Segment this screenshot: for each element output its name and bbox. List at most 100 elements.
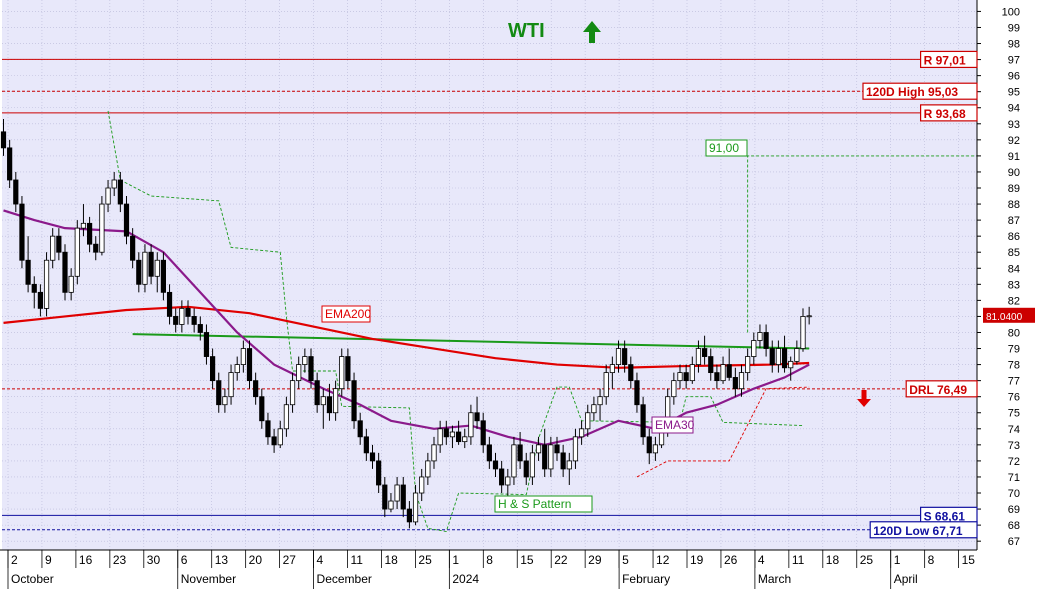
candle-body bbox=[43, 259, 50, 309]
candle-body bbox=[240, 348, 246, 365]
x-tick-label: 1 bbox=[894, 553, 901, 567]
y-tick-label: 92 bbox=[1008, 135, 1020, 147]
y-tick-label: 69 bbox=[1008, 504, 1020, 516]
candle-body bbox=[615, 348, 622, 365]
y-tick-label: 98 bbox=[1008, 39, 1020, 51]
candle-body bbox=[68, 275, 74, 293]
level-label-text: DRL 76,49 bbox=[909, 383, 967, 397]
candle-body bbox=[603, 372, 609, 398]
candle-body bbox=[56, 235, 62, 253]
y-tick-label: 78 bbox=[1008, 360, 1020, 372]
candle-body bbox=[388, 500, 394, 510]
candle-body bbox=[806, 315, 812, 318]
candle-body bbox=[591, 404, 597, 414]
y-tick-label: 79 bbox=[1008, 344, 1020, 356]
x-tick-label: 4 bbox=[758, 553, 765, 567]
candle-body bbox=[105, 187, 111, 205]
up-arrow-icon bbox=[583, 21, 601, 43]
ema200-line bbox=[3, 305, 810, 369]
candle-body bbox=[794, 348, 800, 362]
y-tick-label: 72 bbox=[1008, 456, 1020, 468]
candle-body bbox=[302, 356, 308, 365]
candle-body bbox=[185, 308, 191, 317]
y-tick-label: 89 bbox=[1008, 183, 1020, 195]
candle-body bbox=[80, 222, 87, 229]
target-label-box bbox=[705, 139, 748, 157]
x-tick-label: 4 bbox=[317, 553, 324, 567]
candle-body bbox=[253, 380, 259, 398]
candle-body bbox=[7, 147, 13, 181]
month-label: April bbox=[894, 572, 918, 586]
month-label: October bbox=[11, 572, 54, 586]
y-tick-label: 90 bbox=[1008, 167, 1020, 179]
x-tick-label: 22 bbox=[554, 553, 568, 567]
candle-body bbox=[160, 259, 166, 293]
y-tick-label: 77 bbox=[1008, 376, 1020, 388]
level-label: R 93,68 bbox=[919, 104, 978, 122]
candle-body bbox=[406, 508, 413, 523]
candle-body bbox=[234, 364, 240, 374]
level-label-box bbox=[869, 521, 978, 539]
candle-body bbox=[480, 420, 486, 446]
candle-body bbox=[726, 364, 732, 378]
candle-body bbox=[197, 324, 203, 333]
month-label: December bbox=[317, 572, 372, 586]
candle-body bbox=[431, 444, 437, 462]
neckline bbox=[132, 333, 810, 350]
x-tick-label: 23 bbox=[113, 553, 127, 567]
trailing-stop bbox=[107, 110, 804, 533]
candle-body bbox=[99, 203, 105, 253]
candle-body bbox=[689, 364, 695, 382]
y-tick-label: 73 bbox=[1008, 440, 1020, 452]
candle-body bbox=[339, 356, 345, 390]
candle-body bbox=[775, 348, 782, 365]
last-price-text: 81.0400 bbox=[986, 312, 1023, 323]
y-tick-label: 100 bbox=[1002, 6, 1020, 18]
x-tick-label: 15 bbox=[962, 553, 976, 567]
y-tick-label: 85 bbox=[1008, 247, 1020, 259]
y-tick-label: 75 bbox=[1008, 408, 1020, 420]
candle-body bbox=[769, 348, 775, 365]
x-tick-label: 13 bbox=[215, 553, 229, 567]
x-tick-label: 9 bbox=[45, 553, 52, 567]
x-tick-label: 25 bbox=[418, 553, 432, 567]
y-tick-label: 93 bbox=[1008, 119, 1020, 131]
ema200-label: EMA200 bbox=[321, 305, 371, 323]
ema200-label-text: EMA200 bbox=[325, 307, 371, 321]
candle-body bbox=[702, 348, 708, 357]
candle-body bbox=[505, 476, 511, 486]
candle-body bbox=[474, 412, 480, 422]
candle-body bbox=[751, 340, 757, 357]
candle-body bbox=[289, 380, 296, 406]
candle-body bbox=[62, 251, 68, 293]
candle-body bbox=[351, 380, 357, 422]
candle-body bbox=[283, 404, 290, 430]
candle-body bbox=[357, 420, 363, 438]
x-tick-label: 1 bbox=[452, 553, 459, 567]
candle-body bbox=[609, 364, 615, 374]
candle-body bbox=[25, 259, 31, 285]
candle-body bbox=[50, 235, 56, 261]
candle-body bbox=[640, 404, 646, 438]
candle-body bbox=[369, 452, 376, 462]
y-tick-label: 97 bbox=[1008, 55, 1020, 67]
candle-body bbox=[320, 396, 326, 406]
candle-body bbox=[622, 348, 628, 365]
x-tick-label: 8 bbox=[486, 553, 493, 567]
x-tick-label: 8 bbox=[928, 553, 935, 567]
pattern-label-text: H & S Pattern bbox=[498, 497, 571, 511]
candle-body bbox=[800, 316, 806, 349]
y-tick-label: 96 bbox=[1008, 71, 1020, 83]
candle-body bbox=[745, 356, 751, 374]
candle-body bbox=[179, 308, 185, 325]
down-arrow-icon bbox=[857, 390, 871, 407]
candle-body bbox=[443, 428, 449, 438]
candle-body bbox=[517, 444, 523, 462]
pattern-label-box bbox=[494, 495, 593, 513]
candle-body bbox=[523, 460, 529, 478]
x-tick-label: 27 bbox=[283, 553, 297, 567]
x-tick-label: 11 bbox=[351, 553, 364, 567]
candle-body bbox=[695, 348, 702, 365]
candle-body bbox=[671, 380, 677, 398]
